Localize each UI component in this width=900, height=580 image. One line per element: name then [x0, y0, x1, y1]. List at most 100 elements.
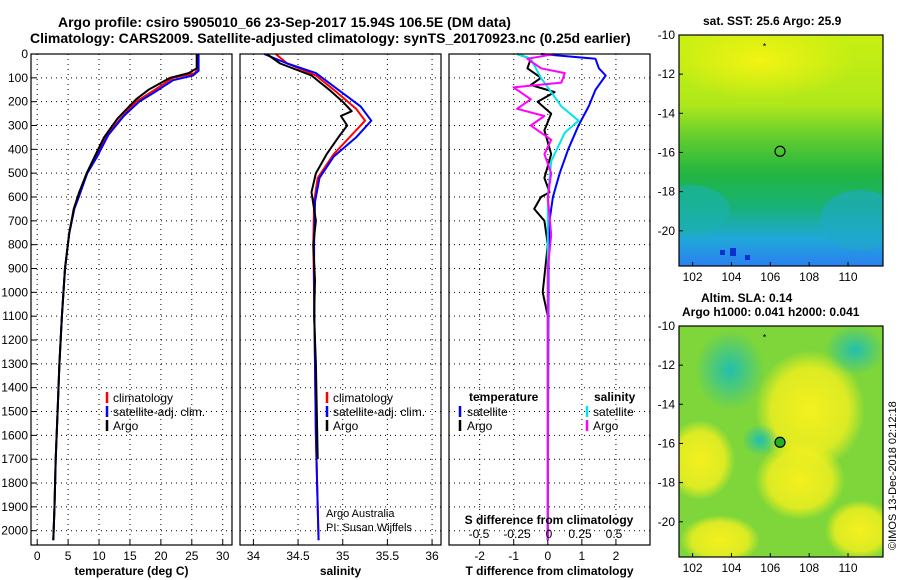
- y-tick-label: 1700: [1, 452, 28, 466]
- map-x-tick-label: 106: [760, 270, 780, 284]
- y-tick-label: 200: [8, 95, 28, 109]
- y-tick-label: 500: [8, 166, 28, 180]
- header-line2: Climatology: CARS2009. Satellite-adjuste…: [30, 30, 631, 46]
- y-tick-label: 1800: [1, 476, 28, 490]
- map-y-tick-label: -14: [658, 106, 676, 120]
- x-tick-label: 36: [425, 549, 439, 563]
- series-s-argo: [512, 53, 566, 541]
- y-tick-label: 1400: [1, 381, 28, 395]
- legend-s-argo: Argo: [593, 419, 619, 433]
- map-y-tick-label: -20: [658, 515, 676, 529]
- axes-frame: [30, 53, 233, 546]
- map-y-tick-label: -12: [658, 67, 676, 81]
- axes-frame: [239, 53, 442, 546]
- x-tick-label: 2: [613, 549, 620, 563]
- y-tick-label: 1900: [1, 500, 28, 514]
- salinity-panel: 34 34.5 35 35.5 36 salinity climatologysatelli…: [239, 53, 442, 578]
- credit-line1: Argo Australia: [326, 508, 395, 520]
- legend-label-0: climatology: [333, 391, 393, 405]
- map-y-tick-label: -12: [658, 358, 676, 372]
- legend-label-2: Argo: [113, 419, 139, 433]
- legend-salinity-title: salinity: [594, 390, 636, 404]
- argo-float-marker: [774, 436, 786, 448]
- x-tick-label: 10: [92, 549, 106, 563]
- legend-t-argo: Argo: [467, 419, 493, 433]
- x-tick-label: 5: [65, 549, 72, 563]
- map-x-tick-label: 104: [721, 561, 741, 575]
- temperature-panel: 0 5 10 15 20 25 30 temperature (deg C) 0 100 200 30…: [1, 47, 233, 578]
- map-x-tick-label: 106: [760, 561, 780, 575]
- y-tick-label: 1200: [1, 333, 28, 347]
- y-tick-label: 1100: [2, 309, 28, 323]
- y-tick-label: 900: [8, 262, 28, 276]
- map-x-tick-label: 108: [799, 561, 819, 575]
- x-tick-label: 15: [123, 549, 137, 563]
- map-y-tick-label: -16: [658, 145, 676, 159]
- x-axis-label: temperature (deg C): [74, 564, 188, 578]
- y-tick-label: 100: [8, 71, 28, 85]
- x-tick-label: 1: [579, 549, 586, 563]
- map-x-tick-label: 108: [799, 270, 819, 284]
- map-x-tick-label: 110: [838, 561, 857, 575]
- y-tick-label: 1000: [1, 285, 28, 299]
- map-y-tick-label: -18: [658, 476, 676, 490]
- header-line1: Argo profile: csiro 5905010_66 23-Sep-20…: [58, 14, 511, 30]
- y-tick-label: 800: [8, 238, 28, 252]
- series-satellite-adj-clim-: [263, 53, 373, 541]
- map-y-tick-label: -18: [658, 185, 676, 199]
- legend-label-1: satellite-adj. clim.: [113, 405, 205, 419]
- x-tick-label: 30: [216, 549, 230, 563]
- x-tick-label: 35.5: [376, 549, 400, 563]
- sst-map-axes: 102 104 106 108 110 -10 -12 -14 -16 -18 -20 *: [658, 28, 884, 284]
- axes-frame: [448, 53, 651, 546]
- x-tick-label: -1: [508, 549, 519, 563]
- series-argo: [266, 53, 353, 460]
- sla-map-axes: 102 104 106 108 110 -10 -12 -14 -16 -18 -20 *: [658, 319, 884, 575]
- top-tick-label: 0: [546, 527, 553, 541]
- y-tick-label: 700: [8, 214, 28, 228]
- map-x-tick-label: 102: [683, 270, 703, 284]
- x-tick-label: 35: [336, 549, 350, 563]
- top-tick-label: -0.25: [503, 527, 531, 541]
- map-y-tick-label: -20: [658, 224, 676, 238]
- y-tick-label: 300: [8, 119, 28, 133]
- top-tick-label: -0.5: [469, 527, 490, 541]
- map-y-tick-label: -10: [658, 28, 676, 42]
- sla-map-image: [679, 326, 883, 557]
- map-y-tick-label: -16: [658, 436, 676, 450]
- x-axis-label: salinity: [320, 564, 362, 578]
- x-tick-label: 25: [185, 549, 199, 563]
- island-marker: *: [763, 42, 767, 52]
- legend-temperature-title: temperature: [469, 390, 539, 404]
- map-x-tick-label: 102: [683, 561, 703, 575]
- map-x-tick-label: 110: [838, 270, 857, 284]
- x-axis-label: T difference from climatology: [465, 564, 633, 578]
- x-tick-label: 20: [154, 549, 168, 563]
- x-tick-label: 0: [34, 549, 41, 563]
- top-tick-label: 0.5: [606, 527, 623, 541]
- y-tick-label: 1500: [1, 405, 28, 419]
- imos-watermark: ©IMOS 13-Dec-2018 02:12:18: [887, 401, 899, 550]
- x-tick-label: 34: [247, 549, 261, 563]
- legend-t-satellite: satellite: [467, 405, 508, 419]
- series-t-satellite: [540, 53, 607, 541]
- map-x-tick-label: 104: [721, 270, 741, 284]
- map-frame: [678, 34, 884, 267]
- series-argo: [52, 54, 198, 541]
- map-frame: [678, 325, 884, 558]
- credit-line2: PI: Susan Wijffels: [326, 522, 412, 534]
- y-tick-label: 2000: [1, 524, 28, 538]
- legend-label-1: satellite-adj. clim.: [333, 405, 425, 419]
- y-tick-label: 600: [8, 190, 28, 204]
- series-climatology: [52, 54, 199, 541]
- series-climatology: [275, 53, 367, 541]
- legend-label-0: climatology: [113, 391, 173, 405]
- sst-map-image: [679, 35, 883, 266]
- x-tick-label: 34.5: [286, 549, 310, 563]
- y-tick-label: 1300: [1, 357, 28, 371]
- sla-map-title: Altim. SLA: 0.14: [701, 291, 793, 305]
- sla-map-subtitle: Argo h1000: 0.041 h2000: 0.041: [682, 305, 860, 319]
- difference-panel: -2 -1 0 1 2T difference from climatology temp…: [448, 53, 651, 578]
- y-tick-label: 1600: [1, 428, 28, 442]
